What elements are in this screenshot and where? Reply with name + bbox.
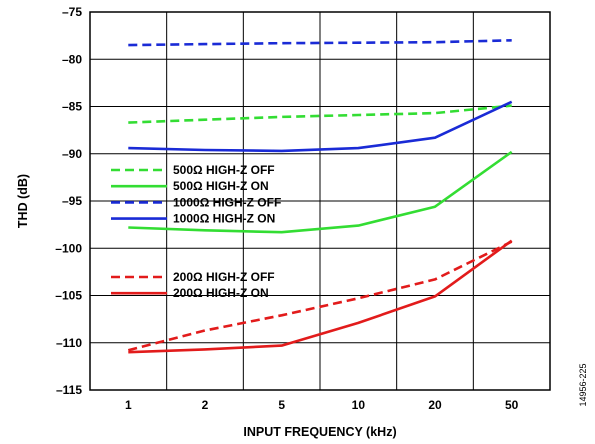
plot-frame (89, 11, 551, 391)
y-tick-label: –85 (62, 100, 82, 114)
series-line (127, 240, 513, 352)
legend: 500Ω HIGH-Z OFF 500Ω HIGH-Z ON 1000Ω HIGH-… (111, 163, 281, 300)
y-tick-label: –95 (62, 194, 82, 208)
y-tick-label: –90 (62, 147, 82, 161)
y-tick-labels: –75 –80 –85 –90 –95 –100 –105 –110 –115 (55, 5, 82, 397)
legend-label: 1000Ω HIGH-Z OFF (173, 195, 281, 209)
legend-label: 500Ω HIGH-Z ON (173, 179, 269, 193)
legend-label: 1000Ω HIGH-Z ON (173, 212, 275, 226)
x-tick-label: 10 (352, 398, 366, 412)
legend-label: 200Ω HIGH-Z ON (173, 286, 269, 300)
x-axis-title: INPUT FREQUENCY (kHz) (243, 425, 396, 439)
series-line (128, 104, 512, 124)
x-tick-label: 2 (202, 398, 209, 412)
x-tick-label: 1 (125, 398, 132, 412)
series-line (128, 100, 513, 153)
x-tick-label: 20 (428, 398, 442, 412)
legend-label: 500Ω HIGH-Z OFF (173, 163, 275, 177)
y-tick-label: –110 (56, 336, 82, 350)
series-lines (127, 39, 513, 354)
x-tick-label: 5 (278, 398, 285, 412)
y-tick-label: –75 (62, 5, 82, 19)
grid-lines (90, 11, 550, 391)
y-tick-label: –115 (56, 383, 82, 397)
y-tick-label: –105 (55, 289, 82, 303)
y-tick-label: –80 (62, 52, 82, 66)
series-line (128, 239, 513, 354)
figure-id: 14956-225 (578, 363, 588, 406)
x-tick-label: 50 (505, 398, 519, 412)
y-axis-title: THD (dB) (16, 174, 30, 228)
x-tick-labels: 1 2 5 10 20 50 (125, 398, 519, 412)
legend-label: 200Ω HIGH-Z OFF (173, 270, 275, 284)
series-line (128, 150, 513, 234)
series-line (128, 39, 512, 47)
y-tick-label: –100 (55, 241, 82, 255)
